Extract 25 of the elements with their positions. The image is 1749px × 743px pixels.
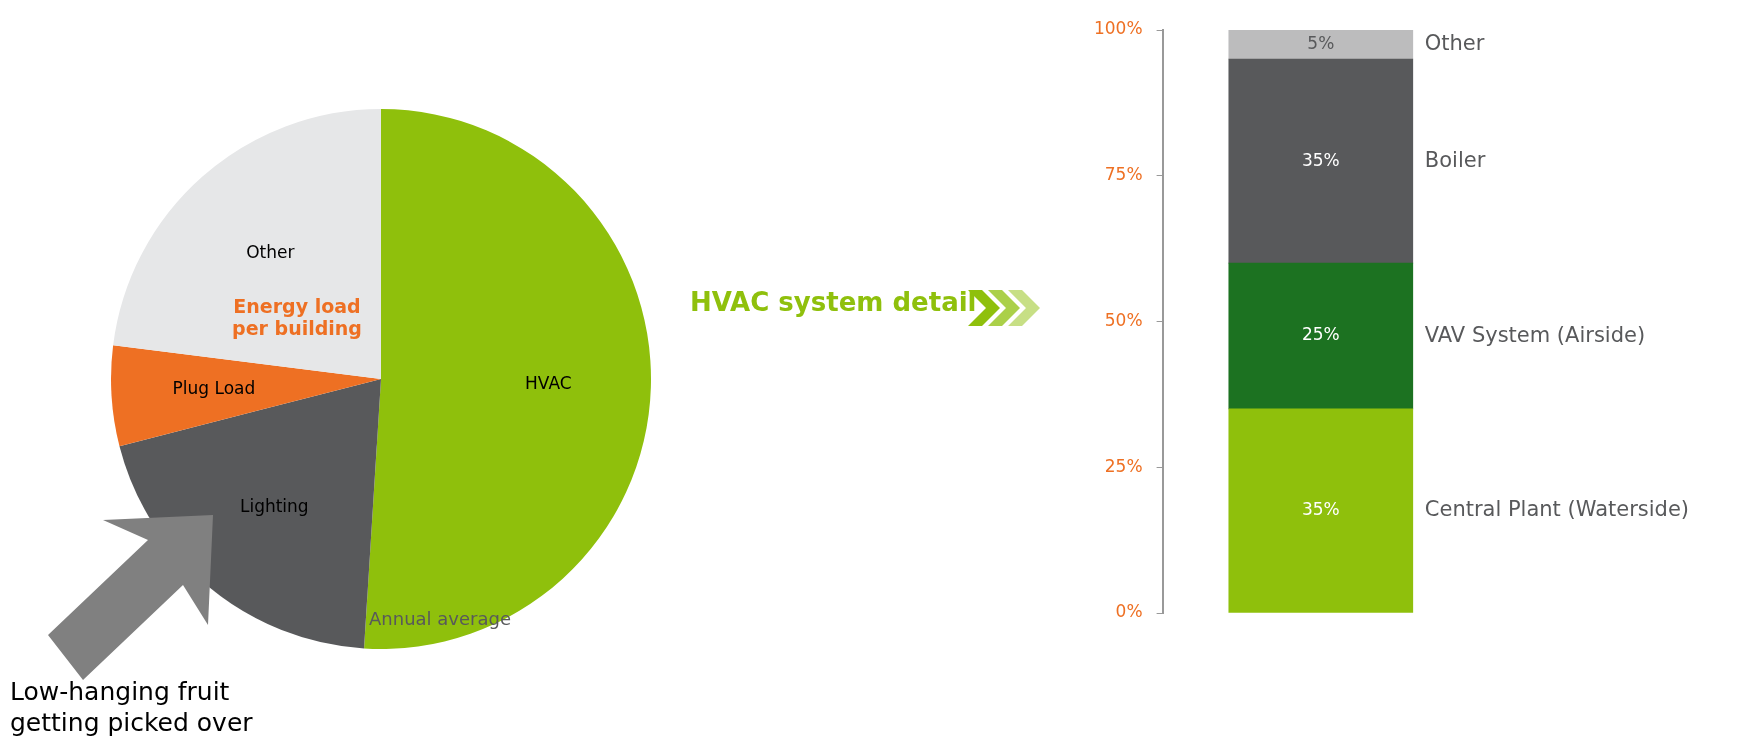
data-label: 35% — [1301, 499, 1340, 520]
slice-label: Plug Load — [172, 377, 256, 398]
text: Energy load per building — [231, 295, 363, 339]
series-label: Central Plant (Waterside) — [1424, 497, 1690, 522]
bar — [1228, 58, 1414, 264]
slice-label: Lighting — [239, 496, 309, 517]
data-label: 35% — [1301, 149, 1340, 170]
y-tick-label: 75% — [1104, 164, 1143, 185]
slice-label: HVAC — [525, 372, 572, 393]
series-label: VAV System (Airside) — [1424, 322, 1646, 347]
y-tick-label: 50% — [1104, 309, 1143, 330]
text: HVAC system detail — [690, 287, 977, 317]
bar — [1228, 408, 1414, 613]
series-label: Other — [1424, 31, 1485, 56]
y-tick-label: 25% — [1104, 455, 1143, 476]
y-tick-label: 100% — [1093, 18, 1143, 39]
bar — [1228, 30, 1414, 60]
text: Annual average — [368, 608, 512, 629]
y-tick-label: 0% — [1115, 601, 1143, 622]
series-label: Boiler — [1424, 147, 1486, 172]
slice-label: Other — [246, 241, 295, 262]
data-label: 5% — [1307, 33, 1335, 53]
bar — [1228, 262, 1414, 410]
text: Low-hanging fruit getting picked over — [10, 676, 254, 738]
data-label: 25% — [1301, 324, 1340, 345]
